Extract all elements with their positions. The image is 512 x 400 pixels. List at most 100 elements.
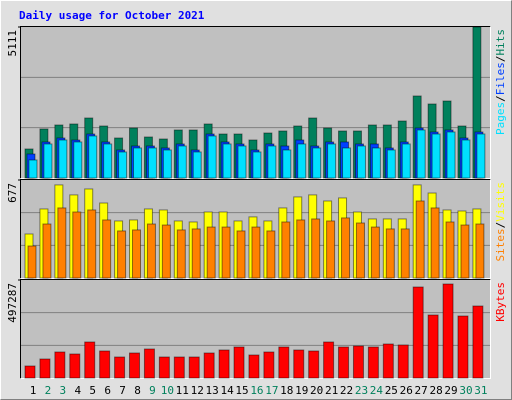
x-tick-label: 24 <box>370 384 384 397</box>
bar <box>442 283 454 379</box>
bar <box>103 143 113 179</box>
bar <box>323 341 335 379</box>
x-tick-label: 17 <box>265 384 278 397</box>
bar <box>173 356 185 379</box>
x-tick-label: 15 <box>235 384 248 397</box>
legend-separator: / <box>494 56 507 63</box>
bar <box>188 356 200 379</box>
bar <box>267 145 277 179</box>
bar <box>69 353 81 379</box>
bar <box>382 343 394 379</box>
plot-border <box>20 179 491 279</box>
x-tick-label: 6 <box>104 384 111 397</box>
plot-border <box>20 279 491 379</box>
legend-entry: KBytes <box>494 282 507 322</box>
bar <box>102 219 112 279</box>
bar <box>161 224 171 279</box>
bar <box>371 147 381 179</box>
bar <box>293 349 305 379</box>
bar <box>386 149 396 179</box>
bar <box>281 221 291 279</box>
bar <box>297 143 307 179</box>
bar <box>177 145 187 179</box>
bar <box>266 230 276 279</box>
bar <box>308 350 320 379</box>
legend-entry: Sites <box>494 228 507 261</box>
bar <box>400 228 410 279</box>
bar <box>73 141 83 179</box>
bar <box>203 352 215 379</box>
x-tick-label: 26 <box>400 384 413 397</box>
bar <box>412 286 424 379</box>
bar <box>133 147 143 179</box>
x-tick-label: 11 <box>176 384 189 397</box>
bar <box>233 346 245 379</box>
bar <box>162 149 172 179</box>
legend: Pages/Files/Hits <box>494 29 507 135</box>
x-tick-label: 19 <box>295 384 308 397</box>
x-tick-label: 13 <box>206 384 219 397</box>
bar <box>416 129 426 179</box>
bar <box>397 344 409 379</box>
x-tick-label: 1 <box>30 384 37 397</box>
bar <box>460 224 470 279</box>
bar <box>338 346 350 379</box>
bar <box>118 151 128 179</box>
bar <box>401 143 411 179</box>
x-tick-label: 4 <box>74 384 81 397</box>
bar <box>24 365 36 379</box>
bar <box>430 207 440 279</box>
bar <box>446 131 456 179</box>
bar <box>355 222 365 279</box>
bar <box>457 315 469 379</box>
x-tick-label: 29 <box>444 384 457 397</box>
bar <box>431 133 441 179</box>
bar <box>147 147 157 179</box>
x-tick-label: 5 <box>89 384 96 397</box>
bar <box>87 209 97 279</box>
y-tick-label: 677 <box>6 183 19 203</box>
bar <box>146 223 156 279</box>
bar <box>99 350 111 379</box>
bar <box>72 211 82 279</box>
bar <box>158 356 170 379</box>
bar <box>192 151 202 179</box>
bar <box>84 341 96 379</box>
bar <box>278 346 290 379</box>
bar <box>58 139 68 179</box>
bar <box>54 351 66 379</box>
x-tick-label: 8 <box>134 384 141 397</box>
x-tick-label: 3 <box>60 384 67 397</box>
x-tick-label: 2 <box>45 384 52 397</box>
bar <box>28 159 38 179</box>
x-tick-label: 27 <box>415 384 428 397</box>
bar <box>114 356 126 379</box>
bar <box>43 143 53 179</box>
x-tick-label: 18 <box>280 384 293 397</box>
legend: Sites/Visits <box>494 182 507 262</box>
bar <box>27 245 37 279</box>
bar <box>472 305 484 379</box>
bar <box>476 133 486 179</box>
x-tick-label: 31 <box>474 384 487 397</box>
legend: KBytes <box>494 282 507 322</box>
bar <box>475 223 485 279</box>
bar <box>327 143 337 179</box>
bar <box>312 147 322 179</box>
x-tick-label: 22 <box>340 384 353 397</box>
bar <box>311 218 321 279</box>
bar <box>326 220 336 279</box>
x-tick-label: 20 <box>310 384 323 397</box>
bar <box>356 145 366 179</box>
x-tick-label: 23 <box>355 384 368 397</box>
bar <box>221 226 231 279</box>
bar <box>57 207 67 279</box>
bar <box>252 151 262 179</box>
bar <box>236 230 246 279</box>
bar <box>248 354 260 379</box>
bar <box>367 346 379 379</box>
bar <box>218 349 230 379</box>
chart-title: Daily usage for October 2021 <box>19 9 205 22</box>
x-tick-label: 14 <box>220 384 234 397</box>
